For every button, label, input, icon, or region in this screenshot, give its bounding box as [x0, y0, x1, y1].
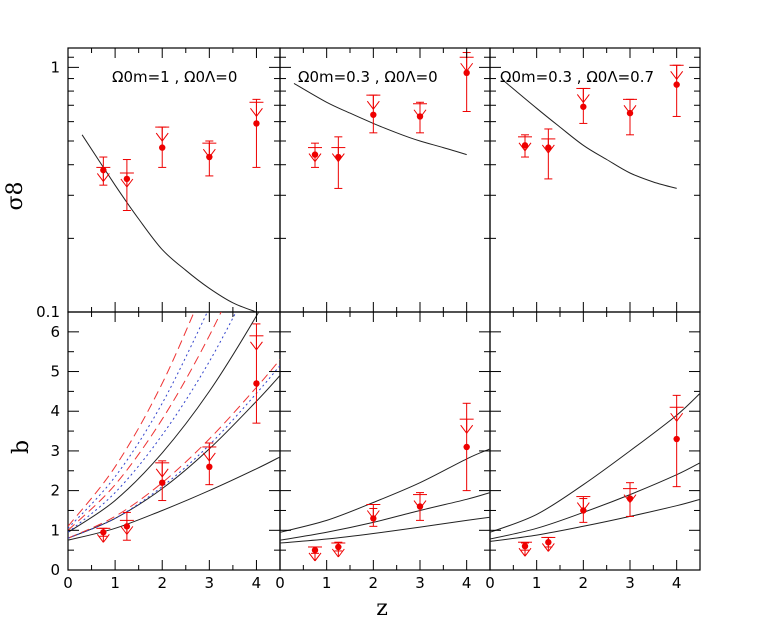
x-tick-label: 4 — [672, 574, 682, 592]
y-tick-label: 1 — [50, 58, 60, 76]
panel-annotation-3: Ω0m=0.3 , Ω0Λ=0.7 — [500, 68, 654, 86]
upper-limit-arrow — [576, 496, 591, 511]
y-tick-label: 0 — [50, 561, 60, 579]
y-tick-label: 4 — [50, 402, 60, 420]
upper-limit-arrow — [119, 172, 134, 188]
model-curve-solid — [280, 492, 490, 541]
panel-frame-2-2 — [279, 311, 491, 571]
upper-limit-arrow — [155, 126, 170, 142]
upper-limit-arrow — [96, 527, 111, 543]
panel-frame-2-3 — [489, 311, 701, 571]
model-curves — [68, 80, 700, 544]
panel-frame-1-1 — [67, 47, 281, 313]
upper-limit-arrow — [623, 98, 637, 114]
x-axis-title: z — [376, 596, 388, 621]
model-curve-solid — [68, 456, 280, 541]
y-tick-label: 3 — [50, 442, 60, 460]
y-tick-label: 5 — [50, 363, 60, 381]
bias-axis-title: b — [9, 440, 34, 454]
x-tick-label: 3 — [625, 574, 635, 592]
upper-limit-arrow — [669, 64, 684, 80]
x-tick-label: 1 — [322, 574, 332, 592]
upper-limit-arrow — [308, 546, 322, 562]
upper-limit-arrow — [669, 406, 684, 422]
y-tick-label: 2 — [50, 482, 60, 500]
model-curve-solid — [280, 516, 490, 544]
upper-limit-arrow — [541, 138, 556, 154]
panel-annotation-2: Ω0m=0.3 , Ω0Λ=0 — [298, 68, 438, 86]
upper-limit-arrow — [366, 504, 381, 519]
upper-limit-arrow — [413, 103, 427, 119]
upper-limit-arrow — [155, 462, 170, 478]
model-curve-dotted — [68, 312, 237, 533]
model-curve-solid — [280, 448, 490, 533]
upper-limit-arrow — [202, 446, 217, 462]
upper-limit-arrow — [249, 335, 264, 351]
y-tick-label: 0.1 — [36, 303, 60, 321]
upper-limit-arrow — [576, 87, 591, 103]
y-tick-label: 6 — [50, 323, 60, 341]
panel-frame-1-3 — [489, 47, 701, 313]
x-tick-label: 2 — [369, 574, 379, 592]
x-tick-label: 0 — [275, 574, 285, 592]
model-curve-solid — [490, 462, 700, 540]
data-point — [205, 442, 214, 486]
y-tick-label: 1 — [50, 521, 60, 539]
sigma8-axis-title: σ8 — [3, 181, 28, 210]
model-curve-solid — [490, 498, 700, 542]
panel-frame-1-2 — [279, 47, 491, 313]
x-tick-label: 1 — [532, 574, 542, 592]
x-tick-label: 4 — [252, 574, 262, 592]
x-tick-label: 0 — [485, 574, 495, 592]
x-tick-label: 3 — [415, 574, 425, 592]
data-point — [544, 128, 553, 180]
upper-limit-arrow — [308, 147, 322, 162]
upper-limit-arrow — [119, 519, 134, 535]
x-tick-label: 2 — [579, 574, 589, 592]
x-tick-label: 0 — [63, 574, 73, 592]
x-tick-label: 1 — [110, 574, 120, 592]
x-tick-label: 2 — [157, 574, 167, 592]
model-curve-solid — [81, 134, 257, 312]
upper-limit-arrow — [623, 488, 637, 503]
model-curve-solid — [68, 312, 260, 533]
upper-limit-arrow — [518, 136, 532, 152]
upper-limit-arrow — [459, 418, 474, 434]
upper-limit-arrow — [96, 166, 111, 182]
upper-limit-arrow — [366, 94, 381, 110]
upper-limit-arrow — [518, 541, 532, 557]
upper-limit-arrow — [331, 147, 346, 162]
upper-limit-arrow — [249, 101, 264, 117]
x-tick-label: 3 — [205, 574, 215, 592]
upper-limit-arrow — [331, 542, 346, 558]
model-curve-dotted — [68, 312, 208, 529]
upper-limit-arrow — [541, 536, 556, 552]
x-tick-label: 4 — [462, 574, 472, 592]
axis-ticks — [67, 48, 701, 571]
upper-limit-arrow — [459, 56, 474, 72]
model-curve-dashed — [68, 312, 222, 531]
panel-frames — [67, 47, 701, 571]
upper-limit-arrow — [413, 494, 427, 509]
model-curve-solid — [503, 80, 677, 189]
panel-annotation-1: Ω0m=1 , Ω0Λ=0 — [112, 68, 237, 86]
model-curve-solid — [293, 82, 467, 156]
model-curve-dashed — [68, 312, 195, 527]
data-points — [96, 52, 684, 562]
data-point — [462, 402, 471, 492]
upper-limit-arrow — [202, 142, 217, 158]
model-curve-solid — [490, 393, 700, 533]
panel-frame-2-1 — [67, 311, 281, 571]
data-point — [334, 136, 343, 189]
model-curve-solid — [68, 375, 280, 539]
